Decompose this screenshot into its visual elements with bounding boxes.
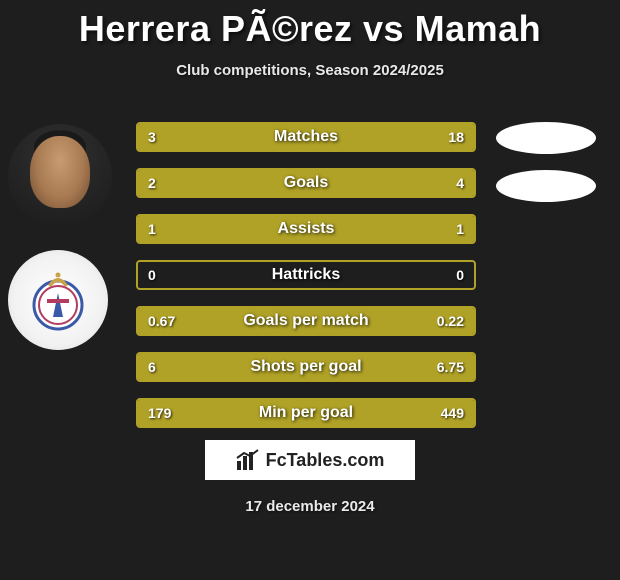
- comparison-infographic: Herrera PÃ©rez vs Mamah Club competition…: [0, 0, 620, 580]
- stat-label: Goals: [138, 174, 474, 192]
- stat-bar: 00Hattricks: [136, 260, 476, 290]
- stat-label: Matches: [138, 128, 474, 146]
- page-title: Herrera PÃ©rez vs Mamah: [0, 0, 620, 50]
- subtitle: Club competitions, Season 2024/2025: [0, 62, 620, 79]
- stat-label: Shots per goal: [138, 358, 474, 376]
- stat-label: Goals per match: [138, 312, 474, 330]
- stat-bar: 0.670.22Goals per match: [136, 306, 476, 336]
- club-crest-icon: [23, 265, 93, 335]
- date-text: 17 december 2024: [0, 498, 620, 515]
- stat-bar: 11Assists: [136, 214, 476, 244]
- stat-bar: 179449Min per goal: [136, 398, 476, 428]
- player-ellipse: [496, 122, 596, 154]
- stat-label: Hattricks: [138, 266, 474, 284]
- stat-label: Min per goal: [138, 404, 474, 422]
- player-avatar: [8, 124, 112, 228]
- brand-text: FcTables.com: [266, 450, 385, 471]
- comparison-bars: 318Matches 24Goals 11Assists 00Hattricks 0.6…: [136, 122, 476, 444]
- stat-bar: 24Goals: [136, 168, 476, 198]
- club-badge: [8, 250, 108, 350]
- stat-label: Assists: [138, 220, 474, 238]
- stat-bar: 66.75Shots per goal: [136, 352, 476, 382]
- right-player-column: [490, 122, 602, 218]
- stat-bar: 318Matches: [136, 122, 476, 152]
- brand-chart-icon: [236, 449, 260, 471]
- left-player-column: [8, 124, 112, 350]
- brand-box: FcTables.com: [205, 440, 415, 480]
- club-ellipse: [496, 170, 596, 202]
